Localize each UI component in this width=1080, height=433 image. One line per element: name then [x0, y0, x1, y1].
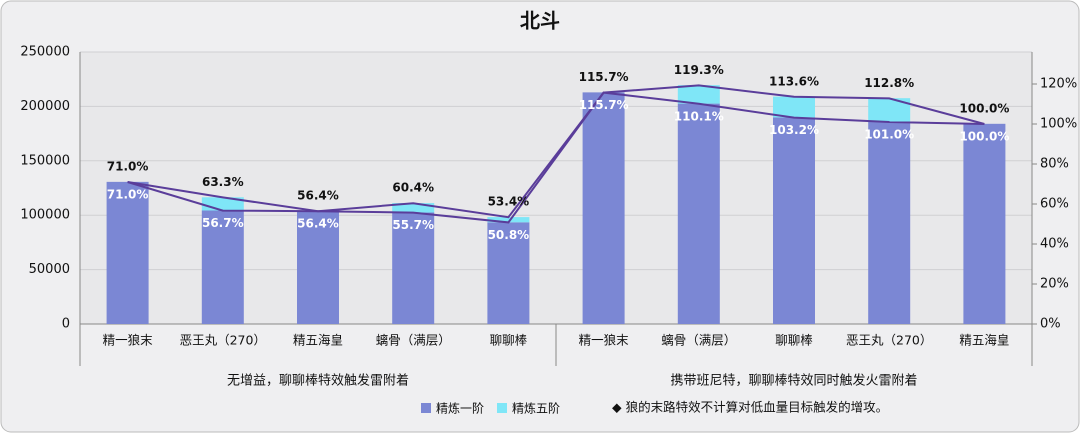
- x-tick-label: 精一狼末: [103, 333, 154, 348]
- bar: [582, 92, 625, 324]
- x-tick-label: 聊聊棒: [490, 333, 528, 348]
- bar: [487, 217, 530, 223]
- y2-tick-label: 100%: [1040, 117, 1077, 132]
- x-tick-label: 聊聊棒: [775, 333, 813, 348]
- chart-title: 北斗: [520, 9, 560, 33]
- data-label: 71.0%: [107, 188, 149, 202]
- bar: [868, 98, 911, 122]
- legend-label: 精炼五阶: [512, 401, 560, 416]
- legend-swatch: [421, 403, 431, 413]
- data-label: 60.4%: [392, 181, 434, 195]
- data-label: 115.7%: [579, 98, 629, 112]
- y2-tick-label: 20%: [1040, 277, 1069, 292]
- bar: [297, 211, 339, 324]
- data-label: 112.8%: [864, 76, 914, 90]
- y-tick-label: 200000: [20, 99, 70, 114]
- bar: [201, 210, 244, 324]
- data-label: 110.1%: [674, 109, 724, 123]
- bar: [963, 123, 1006, 324]
- line: [127, 84, 985, 219]
- y-tick-label: 50000: [29, 262, 70, 277]
- y2-tick-label: 40%: [1040, 237, 1069, 252]
- x-tick-label: 螭骨（满层）: [376, 333, 451, 348]
- x-tick-label: 螭骨（满层）: [661, 333, 736, 348]
- group-label: 无增益，聊聊棒特效触发雷附着: [227, 373, 409, 389]
- footnote: ◆ 狼的末路特效不计算对低血量目标触发的增攻。: [612, 400, 888, 415]
- bar: [487, 222, 530, 324]
- data-label: 115.7%: [579, 70, 629, 84]
- legend-label: 精炼一阶: [436, 401, 484, 416]
- data-label: 53.4%: [488, 195, 530, 209]
- y2-tick-label: 60%: [1040, 197, 1069, 212]
- data-label: 56.4%: [297, 189, 339, 203]
- legend-swatch: [497, 403, 507, 413]
- y-tick-label: 250000: [20, 45, 70, 60]
- bar: [677, 103, 720, 324]
- data-label: 103.2%: [769, 123, 819, 137]
- line: [127, 91, 985, 224]
- bar: [868, 121, 911, 324]
- y-tick-label: 0: [62, 317, 70, 332]
- x-tick-label: 恶王丸（270）: [180, 333, 266, 348]
- bar: [392, 203, 435, 213]
- data-label: 55.7%: [392, 218, 434, 232]
- x-tick-label: 恶王丸（270）: [846, 333, 932, 348]
- data-label: 101.0%: [864, 128, 914, 142]
- bar: [773, 96, 815, 118]
- group-label: 携带班尼特，聊聊棒特效同时触发火雷附着: [670, 373, 917, 389]
- y2-tick-label: 80%: [1040, 157, 1069, 172]
- bar: [106, 181, 149, 324]
- bar: [677, 85, 720, 104]
- y2-tick-label: 0%: [1040, 317, 1061, 332]
- data-label: 100.0%: [959, 102, 1009, 116]
- bar: [392, 212, 435, 324]
- data-label: 63.3%: [202, 175, 244, 189]
- data-label: 71.0%: [107, 160, 149, 174]
- y2-tick-label: 120%: [1040, 77, 1077, 92]
- x-tick-label: 精五海皇: [959, 333, 1009, 348]
- x-tick-label: 精五海皇: [293, 333, 343, 348]
- y-tick-label: 150000: [20, 153, 70, 168]
- data-label: 50.8%: [488, 228, 530, 242]
- data-label: 113.6%: [769, 74, 819, 88]
- data-label: 56.7%: [202, 216, 244, 230]
- data-label: 56.4%: [297, 217, 339, 231]
- x-tick-label: 精一狼末: [579, 333, 630, 348]
- y-tick-label: 100000: [20, 208, 70, 223]
- data-label: 119.3%: [674, 63, 724, 77]
- bar: [773, 117, 815, 324]
- data-label: 100.0%: [959, 130, 1009, 144]
